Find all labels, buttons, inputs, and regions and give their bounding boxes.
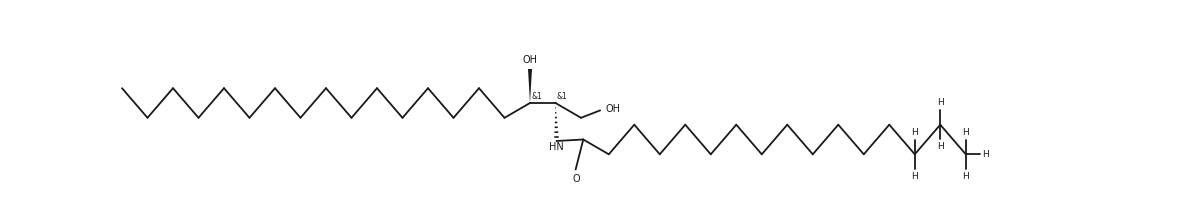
Text: &1: &1 <box>532 92 543 101</box>
Text: H: H <box>911 128 918 137</box>
Text: HN: HN <box>549 142 563 151</box>
Text: H: H <box>937 98 943 107</box>
Text: H: H <box>937 142 943 151</box>
Polygon shape <box>527 69 532 103</box>
Text: OH: OH <box>605 104 620 114</box>
Text: H: H <box>962 128 969 137</box>
Text: H: H <box>982 150 990 159</box>
Text: H: H <box>911 172 918 181</box>
Text: O: O <box>573 174 581 184</box>
Text: &1: &1 <box>557 92 568 101</box>
Text: OH: OH <box>523 55 537 65</box>
Text: H: H <box>962 172 969 181</box>
